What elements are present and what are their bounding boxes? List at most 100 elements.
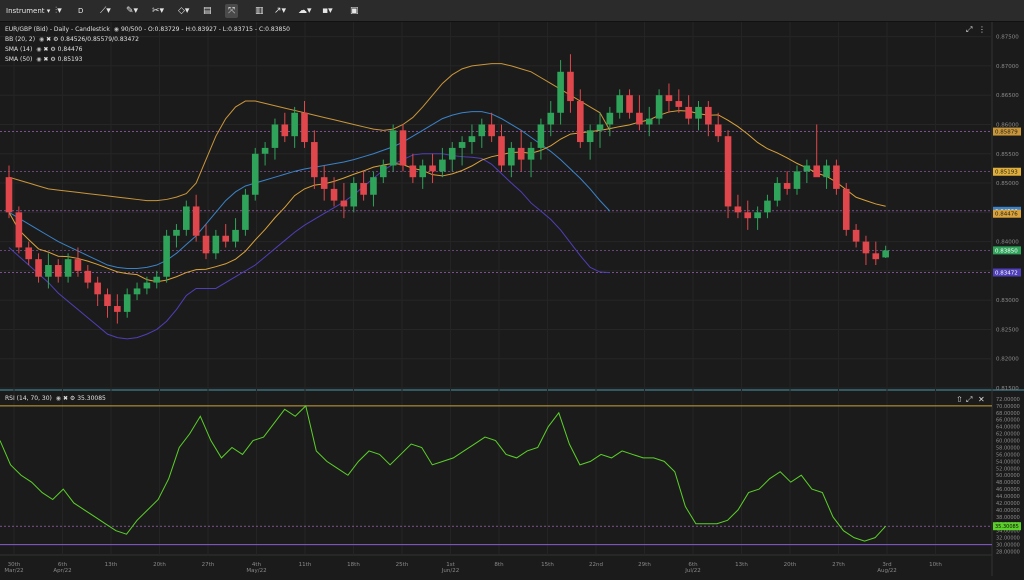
expand-icon[interactable]: ⤢: [966, 25, 973, 34]
chart-background: [0, 22, 1024, 576]
candle-body: [123, 294, 131, 312]
eye-icon[interactable]: ◉: [55, 395, 62, 402]
candle-body: [744, 212, 752, 219]
y-tick-label: 0.85500: [996, 152, 1019, 158]
candle-body: [448, 147, 456, 160]
rsi-y-tick-label: 52.00000: [996, 466, 1020, 472]
candle-body: [173, 229, 180, 236]
x-tick-label: 30th: [8, 562, 21, 568]
draw-line-icon[interactable]: ⟋▾: [100, 6, 111, 16]
candle-body: [251, 153, 259, 195]
close-icon[interactable]: ✖: [41, 56, 49, 63]
candle-body: [35, 259, 42, 277]
eye-icon[interactable]: ◉: [39, 36, 45, 43]
candle-body: [508, 147, 515, 166]
legend-title: EUR/GBP (Bid) - Daily - Candlestick: [5, 26, 110, 33]
rsi-y-tick-label: 46.00000: [996, 487, 1020, 493]
legend-bb-row: BB (20, 2) ◉ ✖ ⚙ 0.84526/0.85579/0.83472: [5, 36, 139, 44]
eye-icon[interactable]: ◉: [113, 26, 120, 33]
candle-body: [114, 306, 121, 312]
legend-sma50-value: 0.85193: [57, 56, 83, 63]
candle-body: [665, 95, 673, 102]
candle-body: [823, 165, 830, 178]
candle-body: [320, 177, 328, 189]
candle-body: [419, 165, 426, 178]
settings-icon[interactable]: ⚙: [67, 395, 76, 402]
rsi-y-tick-label: 72.00000: [996, 397, 1020, 403]
bb-mid-line: [8, 111, 611, 270]
x-tick-label: 3rd: [882, 562, 891, 568]
tools-icon[interactable]: ✂▾: [152, 6, 165, 16]
legend-rsi-value: 35.30085: [77, 395, 106, 402]
x-tick-label: May/22: [246, 568, 266, 574]
candle-body: [478, 124, 486, 137]
x-tick-label: 15th: [541, 562, 554, 568]
candle-body: [793, 171, 801, 189]
x-tick-label: 27th: [202, 562, 215, 568]
candle-body: [232, 229, 239, 242]
settings-icon[interactable]: ⚙: [48, 46, 56, 53]
eye-icon[interactable]: ◉: [36, 56, 42, 63]
x-tick-label: 27th: [832, 562, 845, 568]
price-chart-svg[interactable]: 0.87500 0.87000 0.86500 0.86000 0.85500 0.850…: [0, 22, 1024, 576]
share-icon[interactable]: ↗▾: [274, 6, 287, 16]
candle-body: [261, 147, 269, 154]
candle-body: [882, 250, 889, 258]
candle-body: [783, 183, 791, 189]
flag-uk-icon[interactable]: ▪▾: [322, 6, 333, 16]
candle-body: [705, 106, 712, 125]
move-up-icon[interactable]: ⇧: [956, 395, 963, 404]
x-tick-label: 11th: [299, 562, 312, 568]
candle-body: [774, 183, 781, 201]
candle-body: [133, 288, 141, 295]
chevron-down-icon: ▾: [46, 7, 51, 15]
period-selector[interactable]: D: [78, 7, 84, 15]
candle-body: [94, 282, 101, 295]
candle-body: [636, 112, 643, 125]
settings-icon[interactable]: ⚙: [51, 36, 59, 43]
rsi-y-tick-label: 58.00000: [996, 445, 1020, 451]
candle-body: [655, 95, 663, 119]
brush-icon[interactable]: ✎▾: [126, 6, 139, 16]
candle-body: [5, 177, 13, 213]
legend-rsi-label: RSI (14, 70, 30): [5, 395, 52, 402]
crosshair-icon[interactable]: ⤧: [225, 4, 239, 18]
settings-icon[interactable]: ⚙: [48, 56, 56, 63]
candle-body: [15, 212, 23, 248]
candle-body: [281, 124, 289, 137]
candle-body: [577, 101, 584, 143]
legend-bars: 90/500: [120, 26, 143, 33]
close-pane-icon[interactable]: ✕: [978, 395, 985, 404]
more-options-icon[interactable]: ⋮: [978, 25, 986, 34]
layout-icon[interactable]: ▤: [203, 6, 212, 16]
candle-type-icon[interactable]: ⫶▾: [55, 6, 62, 16]
price-marker-label: 0.85879: [995, 130, 1018, 136]
snapshot-icon[interactable]: ▣: [350, 6, 359, 16]
close-icon[interactable]: ✖: [44, 36, 52, 43]
legend-ohlc: - O:0.83729 - H:0.83927 - L:0.83715 - C:…: [143, 26, 290, 33]
price-marker: [993, 268, 1021, 277]
rsi-y-tick-label: 64.00000: [996, 425, 1020, 431]
candle-body: [25, 247, 32, 260]
chart-area[interactable]: 0.87500 0.87000 0.86500 0.86000 0.85500 0.850…: [0, 22, 1024, 576]
x-tick-label: 8th: [494, 562, 504, 568]
close-icon[interactable]: ✖: [41, 46, 49, 53]
expand-icon[interactable]: ⤢: [966, 395, 973, 404]
candle-body: [567, 71, 574, 102]
candle-body: [54, 265, 62, 277]
price-marker: [993, 246, 1021, 255]
candle-body: [153, 276, 161, 283]
legend-sma14-row: SMA (14) ◉ ✖ ⚙ 0.84476: [5, 46, 82, 54]
candle-body: [675, 101, 683, 107]
bar-chart-icon[interactable]: ▥: [255, 6, 264, 16]
eye-icon[interactable]: ◉: [36, 46, 42, 53]
candle-body: [537, 124, 545, 148]
rsi-line: [0, 404, 887, 542]
weather-icon[interactable]: ☁▾: [298, 6, 312, 16]
toolbar: Instrument ▾ D ⫶▾ ⟋▾ ✎▾ ✂▾ ◇▾ ▤ ⤧ ▥ ↗▾ ☁…: [0, 0, 1024, 22]
close-icon[interactable]: ✖: [61, 395, 68, 402]
template-icon[interactable]: ◇▾: [178, 6, 190, 16]
legend-sma50-label: SMA (50): [5, 56, 33, 63]
x-tick-label: 20th: [784, 562, 797, 568]
instrument-selector[interactable]: Instrument ▾: [6, 4, 50, 18]
